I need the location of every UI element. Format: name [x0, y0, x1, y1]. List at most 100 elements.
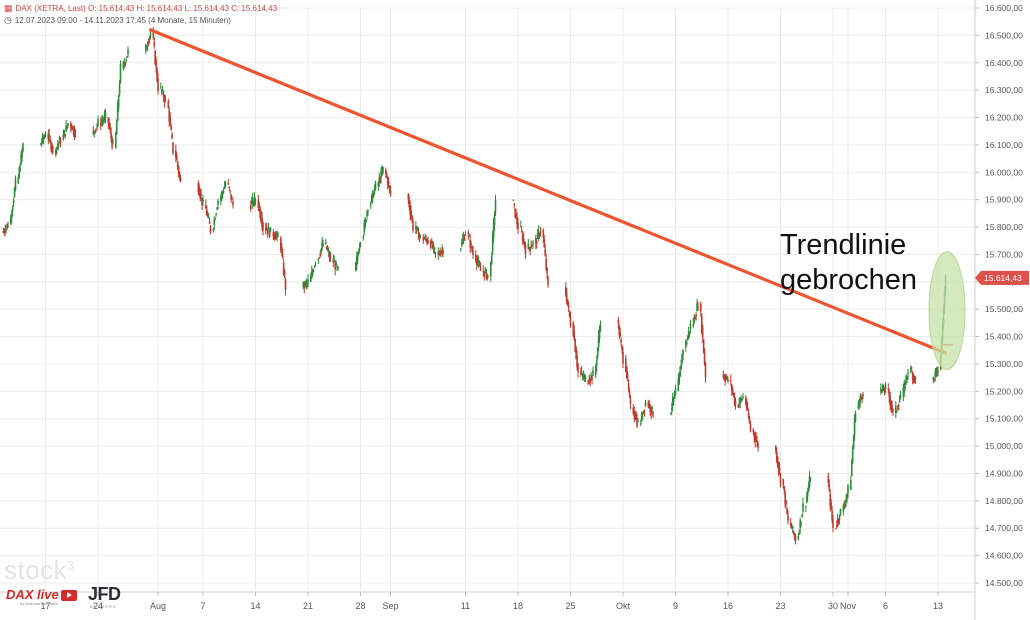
candle-body [169, 117, 171, 124]
candle-body [831, 510, 833, 520]
candle-body [786, 508, 788, 514]
candle-body [850, 479, 852, 490]
candle-body [385, 173, 388, 178]
candle-body [898, 400, 901, 403]
dax-live-logo[interactable]: DAX live [6, 587, 77, 602]
candle-body [96, 125, 98, 127]
candle-body [697, 307, 699, 309]
candle-body [437, 251, 440, 255]
candle-body [222, 191, 225, 193]
candle-body [107, 117, 110, 124]
candle-body [40, 142, 43, 144]
stock3-logo[interactable]: stock3 [4, 555, 74, 586]
candle-body [725, 377, 727, 379]
candle-body [232, 201, 234, 206]
candle-body [648, 404, 651, 406]
candle-body [306, 282, 308, 284]
candle-body [672, 396, 675, 403]
candle-body [101, 120, 104, 122]
candle-body [934, 371, 936, 377]
candle-body [305, 281, 307, 285]
candle-body [363, 222, 366, 233]
candle-body [905, 375, 907, 384]
candle-body [516, 217, 518, 225]
candle-body [670, 413, 672, 415]
candle-body [490, 255, 493, 264]
candle-body [732, 392, 735, 396]
candle-body [801, 514, 803, 518]
candle-body [155, 60, 157, 67]
x-tick-label: 16 [723, 601, 733, 611]
candle-body [582, 376, 585, 378]
candle-body [149, 32, 152, 36]
jfd-logo[interactable]: JFD [88, 584, 121, 604]
candle-body [170, 125, 172, 131]
candle-body [407, 194, 410, 199]
candle-body [356, 254, 359, 260]
candle-body [777, 462, 780, 471]
candle-body [312, 270, 315, 272]
candle-body [250, 201, 253, 205]
candle-body [47, 133, 50, 140]
candle-body [409, 205, 411, 215]
candle-body [910, 367, 912, 370]
candle-body [599, 325, 602, 330]
candle-body [280, 238, 282, 251]
candle-body [329, 257, 332, 259]
candle-body [328, 254, 331, 259]
candle-body [492, 220, 495, 238]
candle-body [479, 268, 482, 271]
candle-body [259, 208, 261, 218]
candle-body [311, 271, 314, 275]
candle-body [636, 418, 638, 427]
candle-body [535, 241, 538, 244]
candle-body [700, 303, 702, 312]
candle-body [201, 197, 203, 205]
candle-body [276, 232, 278, 237]
candle-body [171, 133, 173, 139]
candle-body [64, 133, 66, 136]
candle-body [160, 86, 162, 88]
x-tick-label: 18 [513, 601, 523, 611]
candle-body [197, 183, 200, 193]
candle-body [100, 123, 102, 127]
candle-body [851, 448, 854, 463]
candle-body [125, 59, 127, 61]
candle-body [539, 232, 542, 234]
candle-body [640, 412, 643, 421]
candle-body [430, 240, 433, 244]
candle-body [432, 244, 435, 248]
candle-body [692, 323, 695, 326]
candle-body [622, 352, 624, 364]
candle-body [911, 373, 914, 381]
candle-body [791, 525, 794, 529]
candle-body [748, 418, 751, 424]
candle-body [580, 372, 582, 374]
y-tick-label: 16.500,00 [985, 30, 1023, 40]
candle-body [575, 347, 577, 359]
candle-body [118, 84, 121, 95]
y-tick-label: 16.100,00 [985, 140, 1023, 150]
candle-body [838, 517, 841, 520]
candle-body [56, 145, 59, 147]
candle-body [726, 376, 728, 379]
candle-body [572, 322, 575, 337]
x-tick-label: Nov [840, 601, 857, 611]
candle-body [892, 409, 894, 411]
candle-body [522, 238, 525, 242]
candle-body [145, 48, 148, 50]
candle-body [387, 181, 390, 184]
candle-body [895, 405, 897, 414]
candle-body [176, 161, 179, 168]
candle-body [482, 270, 485, 273]
candle-body [430, 240, 432, 248]
candle-body [895, 410, 898, 412]
candle-body [914, 377, 917, 379]
candle-body [843, 505, 846, 509]
candle-body [475, 254, 477, 261]
candle-body [617, 320, 620, 324]
candle-body [576, 355, 578, 368]
candle-body [685, 341, 687, 348]
candle-body [58, 137, 61, 144]
